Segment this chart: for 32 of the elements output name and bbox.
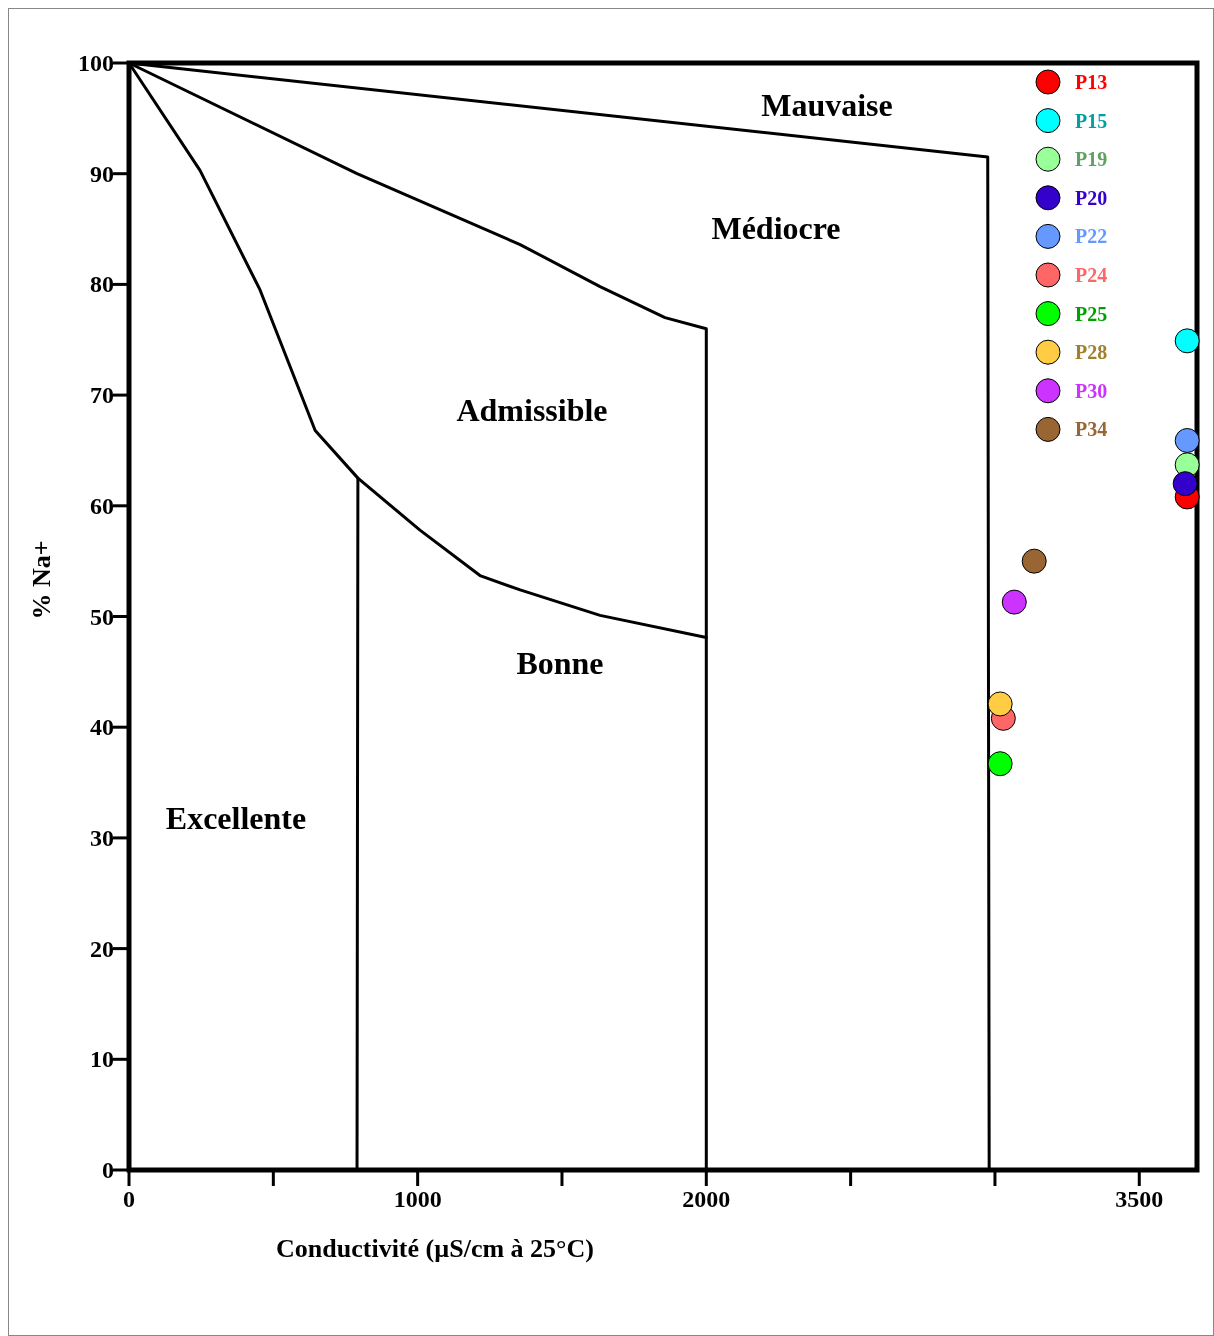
y-axis-title: % Na+ (27, 540, 56, 620)
legend-label: P15 (1075, 109, 1108, 132)
legend-label: P20 (1075, 186, 1108, 209)
annotation: Médiocre (711, 210, 841, 246)
y-tick-label: 10 (90, 1046, 114, 1073)
y-tick-label: 90 (90, 160, 114, 187)
legend-label: P28 (1075, 341, 1108, 364)
legend-label: P24 (1075, 264, 1108, 286)
x-tick-label: 2000 (682, 1186, 731, 1212)
annotation: Excellente (165, 800, 307, 836)
x-tick-label: 3500 (1115, 1186, 1164, 1212)
annotation: Mauvaise (761, 87, 893, 123)
y-tick-label: 60 (90, 492, 114, 519)
y-tick-label: 30 (90, 824, 114, 851)
legend-label: P30 (1075, 379, 1108, 402)
annotation: Bonne (516, 645, 604, 681)
y-tick-label: 40 (90, 714, 114, 741)
y-tick-label: 20 (90, 935, 114, 962)
y-tick-label: 80 (90, 271, 114, 298)
legend-label: P13 (1075, 71, 1108, 93)
legend-label: P25 (1075, 302, 1108, 325)
x-tick-label: 0 (123, 1186, 135, 1212)
legend-label: P22 (1075, 225, 1108, 248)
x-tick-label: 1000 (393, 1186, 442, 1212)
y-tick-label: 0 (102, 1157, 114, 1183)
y-tick-label: 100 (78, 50, 114, 76)
x-axis-title: Conductivité (µS/cm à 25°C) (276, 1234, 594, 1263)
annotation: Admissible (456, 392, 608, 428)
legend-label: P34 (1075, 418, 1108, 441)
y-tick-label: 70 (90, 382, 114, 409)
legend-label: P19 (1075, 148, 1108, 171)
y-tick-label: 50 (90, 603, 114, 630)
